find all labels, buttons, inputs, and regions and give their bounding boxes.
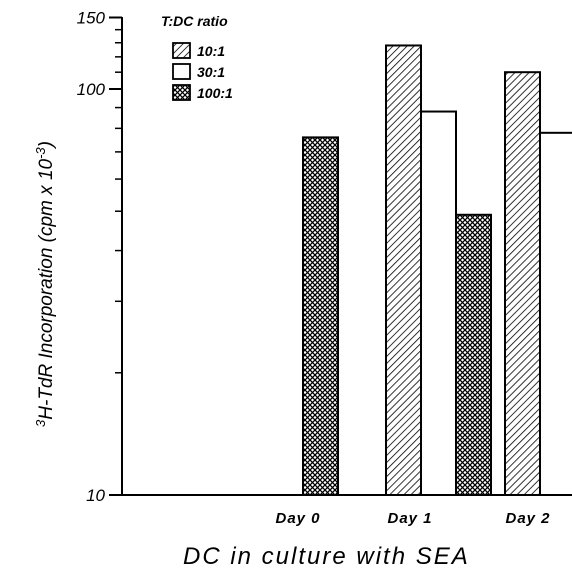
y-tick-label: 100 bbox=[77, 80, 106, 99]
bar-day-0-100-1 bbox=[302, 136, 339, 496]
y-axis-label-main: H-TdR Incorporation (cpm x 10 bbox=[36, 158, 57, 419]
legend-swatch bbox=[172, 84, 191, 101]
bar-day-1-30-1 bbox=[420, 110, 457, 496]
y-axis-label: 3H-TdR Incorporation (cpm x 10-3) bbox=[33, 141, 58, 427]
bar-day-1-100-1 bbox=[455, 213, 492, 496]
x-axis-label: DC in culture with SEA bbox=[183, 543, 470, 570]
chart-legend: T:DC ratio 10:1 30:1 100:1 bbox=[161, 13, 233, 101]
legend-title: T:DC ratio bbox=[161, 13, 228, 29]
x-category-label: Day 0 bbox=[275, 510, 320, 527]
x-category-label: Day 1 bbox=[387, 510, 432, 527]
legend-label: 30:1 bbox=[197, 64, 225, 80]
x-axis-categories: Day 0 Day 1 Day 2 bbox=[275, 510, 550, 527]
legend-label: 10:1 bbox=[197, 43, 225, 59]
bar-day-2-10-1 bbox=[504, 71, 541, 496]
y-axis-label-suffix: ) bbox=[36, 141, 57, 149]
legend-swatch bbox=[172, 63, 191, 80]
legend-label: 100:1 bbox=[197, 85, 233, 101]
bar-day-1-10-1 bbox=[385, 44, 422, 497]
y-tick-label: 150 bbox=[77, 9, 106, 28]
y-axis-label-exponent: -3 bbox=[33, 147, 48, 159]
chart-axes bbox=[121, 17, 572, 496]
y-axis-ticks: 10 100 150 bbox=[77, 9, 122, 505]
chart-bars bbox=[302, 44, 572, 497]
x-category-label: Day 2 bbox=[505, 510, 550, 527]
y-axis-label-prefix: 3 bbox=[33, 419, 48, 427]
legend-swatch bbox=[172, 42, 191, 59]
y-tick-label: 10 bbox=[86, 486, 105, 505]
bar-day-2-30-1 bbox=[539, 131, 572, 496]
